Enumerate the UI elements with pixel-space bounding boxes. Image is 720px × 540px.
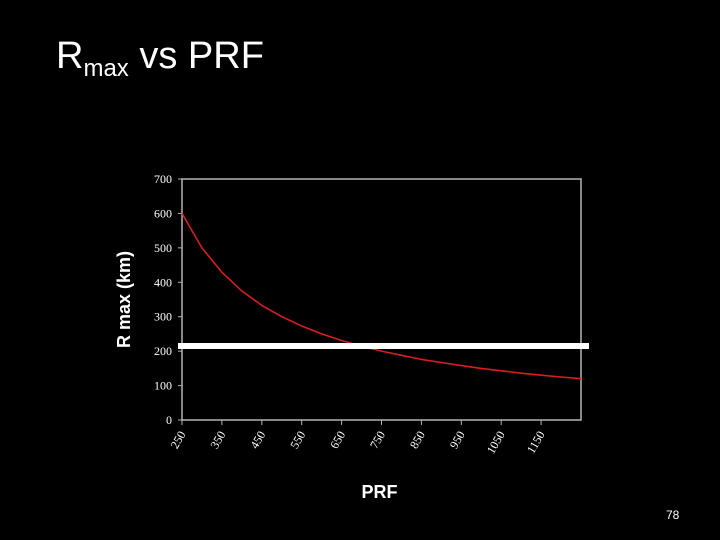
x-tick-label: 550 <box>287 429 308 452</box>
y-axis-ticks: 0 100 200 300 400 500 600 700 <box>154 172 182 427</box>
x-axis-title: PRF <box>362 482 398 502</box>
plot-frame <box>181 178 582 421</box>
slide-title: Rmax vs PRF <box>56 34 264 91</box>
title-subscript: max <box>83 55 129 82</box>
x-tick-label: 250 <box>167 429 188 452</box>
y-tick-label: 0 <box>166 413 172 427</box>
x-tick-label: 850 <box>407 429 428 452</box>
y-tick-label: 600 <box>154 206 172 220</box>
plot-frame-group <box>181 178 582 421</box>
x-tick-label: 350 <box>207 429 228 452</box>
x-tick-label: 1050 <box>484 429 508 457</box>
series-group <box>181 213 582 380</box>
page-number: 78 <box>666 508 680 522</box>
x-tick-label: 450 <box>247 429 268 452</box>
y-tick-label: 300 <box>154 310 172 324</box>
y-tick-label: 500 <box>154 241 172 255</box>
y-tick-label: 700 <box>154 172 172 186</box>
y-tick-label: 100 <box>154 379 172 393</box>
y-tick-label: 400 <box>154 275 172 289</box>
rmax-curve <box>181 213 582 380</box>
title-main: R <box>56 35 84 77</box>
y-tick-label: 200 <box>154 344 172 358</box>
x-tick-label: 750 <box>367 429 388 452</box>
x-tick-label: 950 <box>447 429 468 452</box>
x-tick-label: 1150 <box>524 429 548 456</box>
x-tick-label: 650 <box>327 429 348 452</box>
y-axis-title: R max (km) <box>114 251 134 348</box>
x-axis-ticks: 250 350 450 550 650 750 850 950 1050 1150 <box>167 420 548 457</box>
title-rest: vs PRF <box>128 35 264 77</box>
